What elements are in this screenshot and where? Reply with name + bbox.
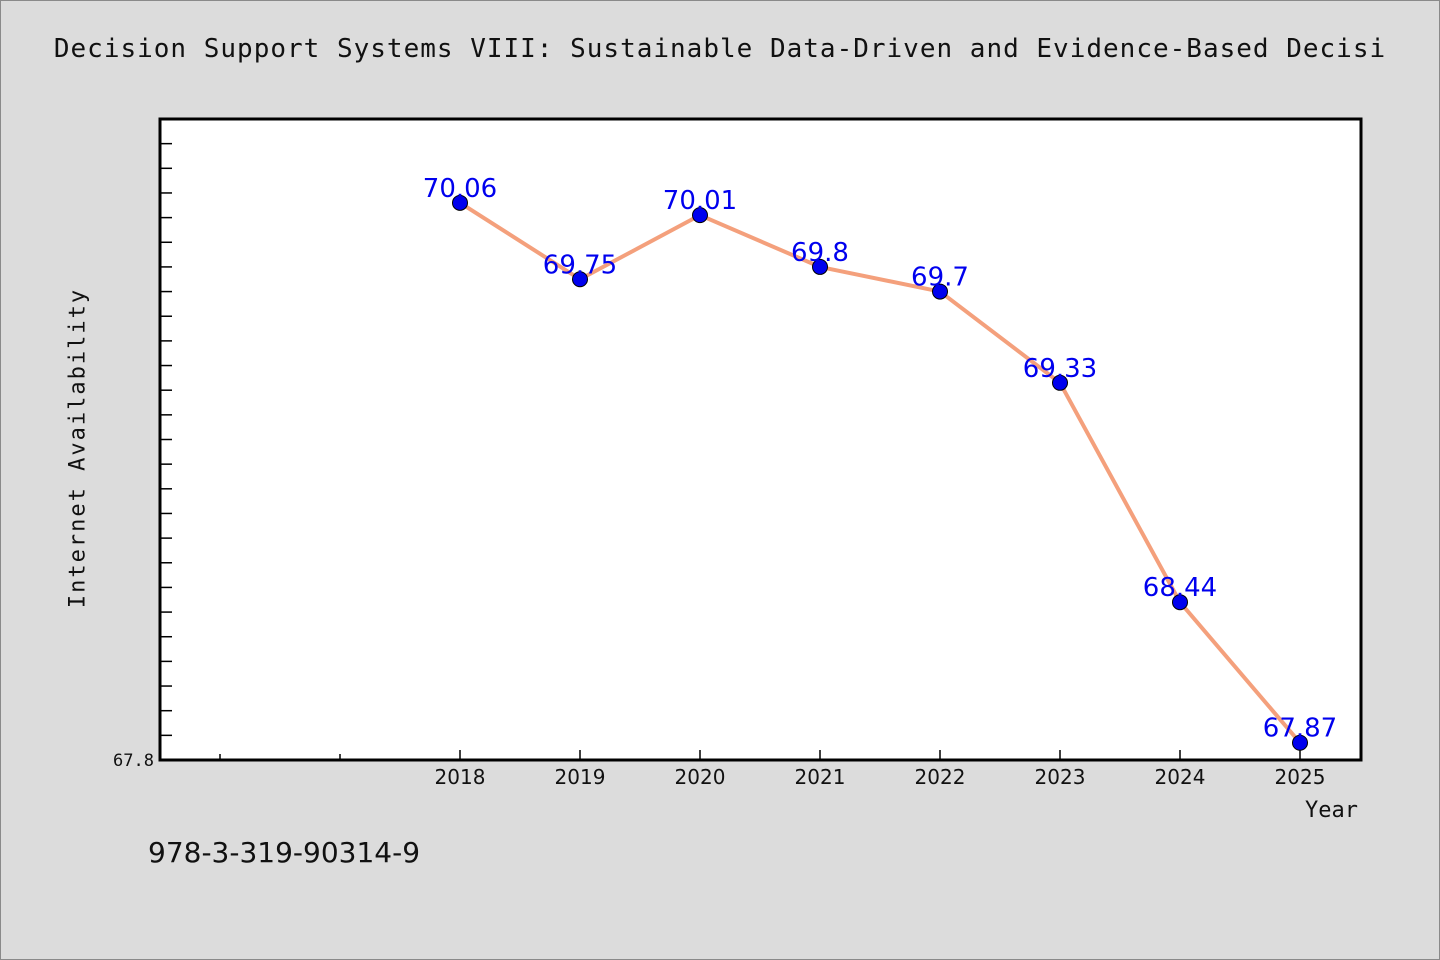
x-ticks: 2018 2019 2020 2021 2022 2023 2024 2025 [219, 750, 1326, 789]
series-line [458, 201, 1302, 745]
y-tick-label: 67.8 [113, 751, 154, 771]
data-point [452, 194, 468, 211]
data-label: 70.06 [423, 174, 497, 204]
x-axis-label: Year [1305, 798, 1358, 823]
y-ticks: 67.8 [113, 118, 172, 771]
data-label: 69.33 [1023, 354, 1097, 384]
data-point [692, 207, 708, 224]
x-tick-label: 2019 [555, 765, 606, 789]
data-label: 67.87 [1263, 714, 1337, 744]
x-tick-label: 2023 [1035, 765, 1086, 789]
data-point [572, 271, 588, 288]
data-label: 69.7 [911, 263, 969, 293]
data-labels: 70.06 69.75 70.01 69.8 69.7 69.33 68.44 67.87 [423, 174, 1337, 744]
data-label: 69.8 [791, 238, 849, 268]
data-point [812, 258, 828, 275]
chart-title: Decision Support Systems VIII: Sustainab… [53, 34, 1387, 64]
x-tick-label: 2018 [435, 765, 486, 789]
isbn-text: 978-3-319-90314-9 [148, 836, 421, 869]
data-point [932, 283, 948, 300]
data-label: 70.01 [663, 186, 737, 216]
data-point [1052, 374, 1068, 391]
data-label: 68.44 [1143, 573, 1217, 603]
markers [452, 194, 1308, 751]
x-tick-label: 2024 [1155, 765, 1206, 789]
data-point [1172, 594, 1188, 611]
data-label: 69.75 [543, 250, 617, 280]
data-point [1292, 734, 1308, 751]
x-tick-label: 2021 [795, 765, 846, 789]
plot-area [158, 117, 1363, 762]
x-tick-label: 2022 [915, 765, 966, 789]
x-tick-label: 2020 [675, 765, 726, 789]
x-tick-label: 2025 [1275, 765, 1326, 789]
